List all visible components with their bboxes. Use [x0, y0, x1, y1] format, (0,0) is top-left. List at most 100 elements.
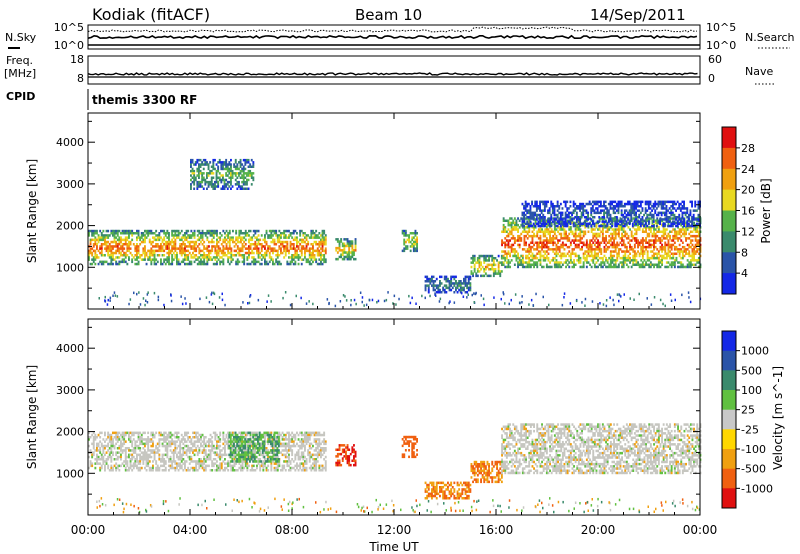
echo-cell	[220, 251, 223, 255]
echo-cell	[688, 263, 691, 266]
echo-cell	[150, 466, 153, 470]
echo-cell	[166, 245, 169, 248]
echo-cell	[315, 258, 318, 261]
echo-cell	[315, 243, 318, 246]
echo-cell	[155, 243, 158, 246]
echo-cell	[115, 433, 118, 437]
echo-cell	[563, 237, 566, 240]
echo-cell	[651, 219, 654, 222]
echo-cell	[515, 259, 518, 262]
echo-cell	[563, 254, 566, 258]
echo-cell	[617, 263, 620, 266]
echo-cell	[161, 238, 164, 242]
echo-cell	[222, 167, 224, 171]
echo-cell	[414, 247, 417, 250]
echo-cell	[476, 268, 479, 271]
echo-cell	[278, 229, 281, 233]
echo-cell	[230, 254, 233, 257]
echo-cell	[115, 458, 118, 461]
echo-cell	[160, 245, 162, 248]
echo-cell	[591, 207, 594, 210]
echo-cell	[497, 268, 500, 271]
echo-cell	[536, 234, 539, 238]
echo-cell	[110, 260, 113, 264]
echo-cell	[563, 230, 566, 233]
echo-cell	[614, 245, 617, 249]
echo-cell	[640, 248, 643, 251]
echo-cell	[583, 216, 586, 219]
echo-cell	[531, 254, 534, 258]
echo-cell	[300, 249, 303, 253]
echo-cell	[204, 232, 207, 235]
echo-cell	[694, 209, 697, 212]
echo-cell	[548, 209, 551, 212]
echo-cell	[635, 228, 638, 231]
echo-cell	[582, 222, 585, 226]
echo-cell	[587, 211, 589, 215]
near-range-echo	[113, 291, 116, 294]
echo-cell	[544, 239, 547, 242]
echo-cell	[593, 250, 596, 253]
echo-cell	[488, 268, 490, 271]
echo-cell	[654, 219, 657, 222]
echo-cell	[249, 174, 252, 177]
echo-cell	[148, 232, 151, 235]
echo-cell	[220, 249, 223, 253]
echo-cell	[142, 249, 145, 253]
echo-cell	[128, 469, 130, 472]
echo-cell	[567, 213, 570, 217]
echo-cell	[595, 200, 597, 204]
echo-cell	[464, 277, 467, 281]
echo-cell	[102, 229, 105, 233]
echo-cell	[316, 262, 319, 266]
echo-cell	[214, 258, 217, 261]
echo-cell	[99, 440, 102, 443]
echo-cell	[140, 438, 143, 441]
echo-cell	[677, 230, 679, 233]
echo-cell	[426, 280, 429, 283]
echo-cell	[250, 174, 253, 177]
echo-cell	[164, 262, 167, 266]
echo-cell	[536, 232, 539, 236]
echo-cell	[96, 243, 98, 246]
echo-cell	[100, 234, 103, 237]
near-range-echo	[613, 303, 615, 307]
echo-cell	[150, 258, 153, 261]
echo-cell	[164, 232, 167, 235]
near-range-echo	[467, 293, 469, 296]
echo-cell	[242, 183, 245, 186]
echo-cell	[659, 220, 661, 223]
echo-cell	[230, 251, 233, 255]
echo-cell	[644, 222, 647, 226]
echo-cell	[515, 223, 518, 227]
echo-cell	[481, 274, 484, 278]
echo-cell	[294, 229, 297, 233]
noise-sky-trace	[87, 34, 698, 40]
echo-cell	[563, 220, 565, 223]
echo-cell	[310, 256, 313, 259]
echo-cell	[661, 219, 663, 222]
echo-cell	[621, 261, 623, 264]
echo-cell	[254, 247, 257, 250]
echo-cell	[486, 254, 489, 258]
echo-cell	[289, 245, 292, 248]
echo-cell	[228, 172, 231, 175]
echo-cell	[196, 262, 199, 266]
echo-cell	[168, 234, 170, 237]
echo-cell	[588, 200, 591, 204]
echo-cell	[239, 172, 242, 175]
echo-cell	[655, 207, 658, 210]
echo-cell	[318, 232, 321, 235]
echo-cell	[664, 230, 667, 233]
echo-cell	[513, 221, 516, 225]
echo-cell	[518, 237, 521, 240]
echo-cell	[206, 180, 208, 184]
echo-cell	[196, 169, 199, 173]
echo-cell	[608, 245, 611, 249]
echo-cell	[150, 240, 153, 244]
echo-cell	[411, 236, 414, 239]
echo-cell	[463, 282, 465, 285]
echo-cell	[208, 229, 210, 233]
echo-cell	[116, 438, 119, 441]
echo-cell	[685, 221, 687, 225]
